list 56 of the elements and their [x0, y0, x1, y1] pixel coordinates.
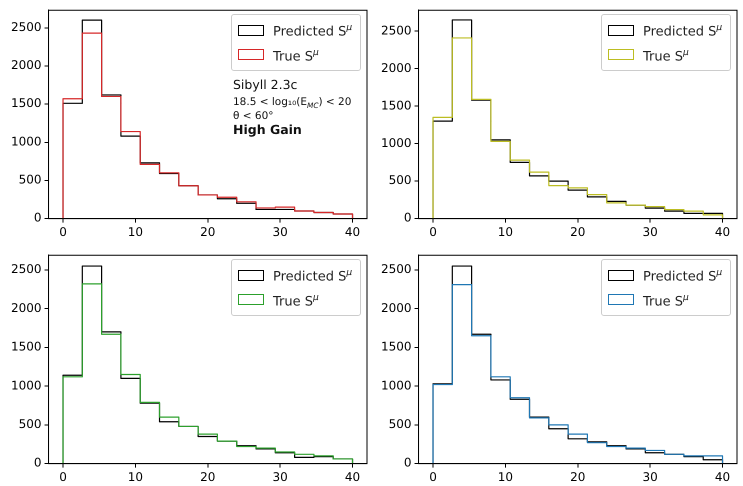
y-tick-label: 500 [18, 416, 42, 431]
y-tick-label: 2500 [10, 262, 42, 276]
x-tick-label: 40 [714, 224, 730, 239]
y-tick-label: 2000 [380, 300, 412, 315]
x-tick-label: 10 [128, 224, 144, 239]
y-tick-label: 0 [404, 210, 412, 225]
x-tick-label: 30 [272, 224, 288, 239]
x-tick-label: 40 [344, 224, 360, 239]
legend-label: Predicted S$^{μ}$ [273, 267, 352, 287]
x-tick-label: 20 [570, 470, 586, 484]
y-tick-label: 500 [18, 172, 42, 187]
annotation: Sibyll 2.3c [233, 77, 298, 92]
y-tick-label: 1000 [10, 134, 42, 148]
y-tick-label: 2500 [10, 20, 42, 34]
y-tick-label: 1500 [380, 340, 412, 354]
y-tick-label: 0 [34, 456, 42, 470]
legend-label: Predicted S$^{μ}$ [643, 22, 722, 42]
x-tick-label: 20 [200, 470, 216, 484]
y-tick-label: 1500 [10, 340, 42, 354]
x-tick-label: 20 [570, 224, 586, 239]
y-tick-label: 2500 [380, 262, 412, 276]
x-tick-label: 20 [200, 224, 216, 239]
legend-label: True S$^{μ}$ [273, 292, 319, 311]
y-tick-label: 1000 [380, 136, 412, 150]
y-tick-label: 0 [34, 210, 42, 225]
annotation: High Gain [233, 122, 302, 138]
y-tick-label: 2000 [10, 58, 42, 72]
x-tick-label: 10 [498, 224, 514, 239]
y-tick-label: 1500 [380, 98, 412, 112]
legend-label: True S$^{μ}$ [643, 292, 689, 311]
annotation: 18.5 < log₁₀(E$_{MC}$) < 20 [233, 96, 352, 110]
x-tick-label: 30 [642, 224, 658, 239]
y-tick-label: 2000 [380, 60, 412, 75]
y-tick-label: 500 [388, 173, 412, 188]
x-tick-label: 10 [498, 470, 514, 484]
legend-label: Predicted S$^{μ}$ [643, 267, 722, 287]
legend-label: True S$^{μ}$ [643, 46, 689, 66]
y-tick-label: 500 [388, 416, 412, 431]
x-tick-label: 30 [272, 470, 288, 484]
y-tick-label: 0 [404, 456, 412, 470]
x-tick-label: 10 [128, 470, 144, 484]
y-tick-label: 2500 [380, 23, 412, 38]
y-tick-label: 1500 [10, 96, 42, 110]
y-tick-label: 1000 [380, 378, 412, 392]
legend-label: Predicted S$^{μ}$ [273, 22, 352, 42]
x-tick-label: 0 [429, 224, 437, 239]
annotation: θ < 60° [233, 110, 274, 122]
x-tick-label: 0 [59, 224, 67, 239]
legend-label: True S$^{μ}$ [273, 46, 319, 66]
y-tick-label: 1000 [10, 378, 42, 392]
x-tick-label: 40 [714, 470, 730, 484]
x-tick-label: 0 [59, 470, 67, 484]
x-tick-label: 30 [642, 470, 658, 484]
x-tick-label: 40 [344, 470, 360, 484]
y-tick-label: 2000 [10, 300, 42, 315]
x-tick-label: 0 [429, 470, 437, 484]
